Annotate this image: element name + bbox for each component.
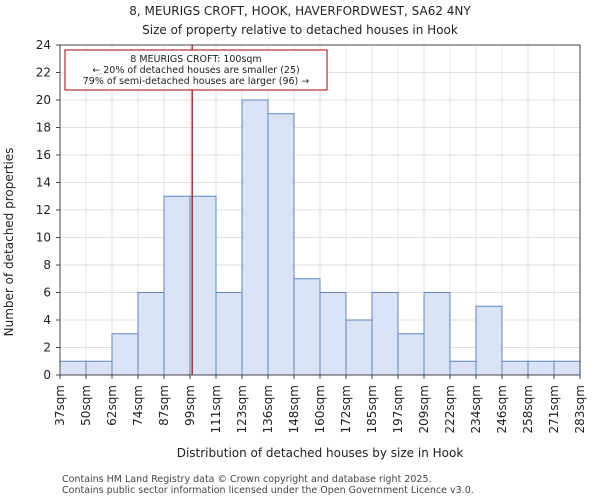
annotation-line: 79% of semi-detached houses are larger (… — [83, 76, 310, 87]
chart-subtitle: Size of property relative to detached ho… — [142, 23, 458, 37]
x-tick-label: 160sqm — [313, 385, 327, 433]
x-tick-label: 87sqm — [157, 385, 171, 426]
bar — [449, 360, 477, 376]
bar — [553, 360, 581, 376]
bar — [137, 292, 165, 376]
y-tick-label: 18 — [36, 121, 51, 135]
bar — [501, 360, 529, 376]
x-tick-label: 148sqm — [287, 385, 301, 433]
y-tick-label: 16 — [36, 148, 51, 162]
bar — [267, 113, 295, 376]
bar — [345, 319, 373, 376]
x-tick-label: 234sqm — [469, 385, 483, 433]
bar — [241, 99, 269, 376]
chart-title: 8, MEURIGS CROFT, HOOK, HAVERFORDWEST, S… — [129, 4, 471, 18]
x-tick-label: 62sqm — [105, 385, 119, 426]
x-tick-label: 136sqm — [261, 385, 275, 433]
x-tick-label: 111sqm — [209, 385, 223, 433]
y-tick-label: 8 — [43, 258, 51, 272]
x-tick-label: 209sqm — [417, 385, 431, 433]
x-tick-label: 185sqm — [365, 385, 379, 433]
x-tick-label: 74sqm — [131, 385, 145, 426]
y-tick-label: 2 — [43, 341, 51, 355]
bar — [189, 195, 217, 376]
y-axis-label: Number of detached properties — [2, 148, 16, 337]
y-tick-label: 20 — [36, 93, 51, 107]
y-tick-label: 0 — [43, 368, 51, 382]
bar — [423, 292, 451, 376]
x-axis-label: Distribution of detached houses by size … — [177, 446, 464, 460]
bar — [319, 292, 347, 376]
y-tick-label: 4 — [43, 313, 51, 327]
bar — [293, 278, 321, 376]
y-tick-label: 6 — [43, 286, 51, 300]
x-axis-ticks: 37sqm 50sqm 62sqm 74sqm 87sqm 99sqm 111sqm 123s… — [53, 375, 587, 433]
x-tick-label: 37sqm — [53, 385, 67, 426]
x-tick-label: 246sqm — [495, 385, 509, 433]
x-tick-label: 172sqm — [339, 385, 353, 433]
annotation-box — [64, 49, 328, 91]
bar — [397, 333, 425, 376]
bar — [215, 292, 243, 376]
x-tick-label: 258sqm — [521, 385, 535, 433]
x-tick-label: 222sqm — [443, 385, 457, 433]
y-tick-label: 22 — [36, 66, 51, 80]
x-tick-label: 271sqm — [547, 385, 561, 433]
y-tick-label: 10 — [36, 231, 51, 245]
bar — [111, 333, 139, 376]
annotation-line: 8 MEURIGS CROFT: 100sqm — [130, 54, 261, 65]
x-tick-label: 283sqm — [573, 385, 587, 433]
y-tick-label: 24 — [36, 38, 51, 52]
footer-line-1: Contains HM Land Registry data © Crown c… — [62, 474, 432, 485]
bar — [527, 360, 555, 376]
x-tick-label: 197sqm — [391, 385, 405, 433]
x-tick-label: 123sqm — [235, 385, 249, 433]
x-tick-label: 50sqm — [79, 385, 93, 426]
footer-line-2: Contains public sector information licen… — [62, 485, 474, 496]
bars — [59, 99, 581, 376]
annotation-line: ← 20% of detached houses are smaller (25… — [92, 65, 299, 76]
bar — [59, 360, 87, 376]
x-tick-label: 99sqm — [183, 385, 197, 426]
y-tick-label: 14 — [36, 176, 51, 190]
bar — [371, 292, 399, 376]
marker-annotation: 8 MEURIGS CROFT: 100sqm ← 20% of detache… — [64, 49, 328, 91]
bar — [85, 360, 113, 376]
bar — [475, 305, 503, 376]
bar — [163, 195, 191, 376]
y-tick-label: 12 — [36, 203, 51, 217]
